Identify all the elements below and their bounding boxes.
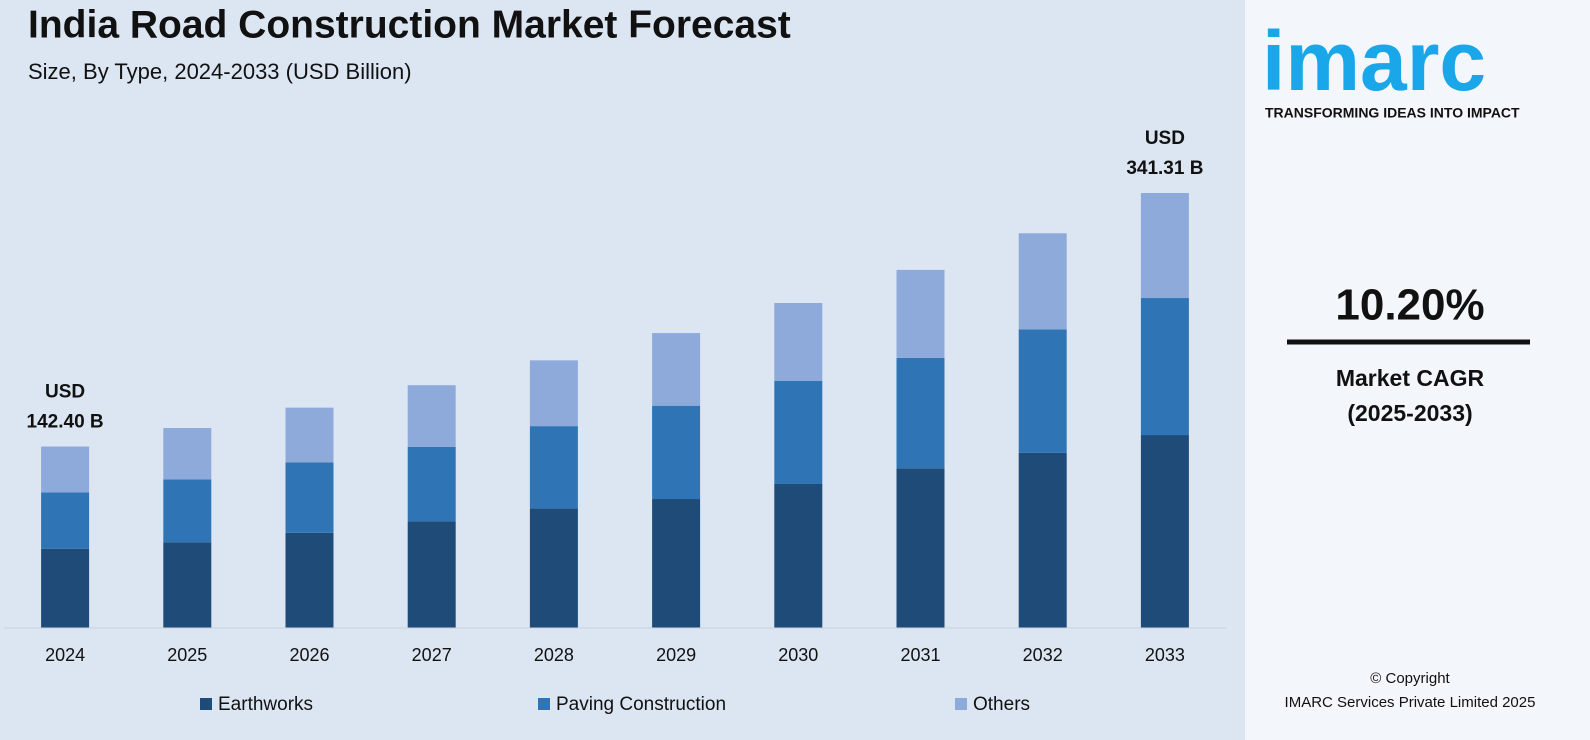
bar-segment	[41, 492, 90, 549]
bar-segment	[163, 428, 212, 480]
x-tick-label: 2026	[289, 645, 329, 665]
bar-segment	[285, 407, 334, 463]
cagr-period: (2025-2033)	[1347, 400, 1472, 426]
bar-segment	[1140, 435, 1189, 628]
cagr-label: Market CAGR	[1336, 365, 1485, 391]
bar-segment	[896, 468, 945, 628]
legend-swatch	[538, 698, 550, 710]
bar-segment	[896, 269, 945, 358]
bar-segment	[529, 426, 578, 509]
x-tick-label: 2031	[900, 645, 940, 665]
bar-segment	[652, 405, 701, 500]
bar-segment	[652, 499, 701, 628]
tagline: TRANSFORMING IDEAS INTO IMPACT	[1265, 105, 1520, 121]
bar-segment	[774, 483, 823, 628]
bar-segment	[163, 479, 212, 543]
bar-segment	[407, 385, 456, 447]
bar-segment	[407, 521, 456, 628]
bar-segment	[41, 548, 90, 628]
legend-swatch	[955, 698, 967, 710]
copyright: © Copyright	[1370, 670, 1450, 687]
bar-segment	[1018, 233, 1067, 330]
x-tick-label: 2033	[1145, 645, 1185, 665]
bar-segment	[285, 532, 334, 628]
bar-segment	[285, 462, 334, 533]
x-tick-label: 2032	[1023, 645, 1063, 665]
total-label: USD	[1145, 128, 1185, 149]
total-label: USD	[45, 382, 85, 403]
cagr-value: 10.20%	[1335, 281, 1484, 330]
bar-segment	[652, 333, 701, 406]
legend-label: Others	[973, 694, 1030, 715]
total-label: 142.40 B	[27, 412, 104, 433]
chart-title: India Road Construction Market Forecast	[28, 3, 791, 46]
x-tick-label: 2027	[412, 645, 452, 665]
x-tick-label: 2030	[778, 645, 818, 665]
legend-label: Paving Construction	[556, 694, 726, 715]
bar-segment	[1140, 193, 1189, 299]
bar-segment	[1018, 329, 1067, 453]
x-tick-label: 2029	[656, 645, 696, 665]
bar-segment	[774, 380, 823, 484]
bar-segment	[774, 303, 823, 381]
chart-subtitle: Size, By Type, 2024-2033 (USD Billion)	[28, 59, 412, 84]
bar-segment	[1018, 452, 1067, 628]
company: IMARC Services Private Limited 2025	[1285, 694, 1536, 711]
bar-segment	[41, 446, 90, 493]
bar-segment	[1140, 298, 1189, 436]
bar-segment	[529, 360, 578, 427]
bar-segment	[163, 542, 212, 628]
logo: imarc	[1262, 14, 1486, 108]
side-panel	[1245, 0, 1590, 740]
x-tick-label: 2025	[167, 645, 207, 665]
bar-segment	[407, 446, 456, 522]
total-label: 341.31 B	[1126, 158, 1203, 179]
x-tick-label: 2028	[534, 645, 574, 665]
bar-segment	[529, 508, 578, 628]
legend-swatch	[200, 698, 212, 710]
bar-segment	[896, 357, 945, 469]
x-tick-label: 2024	[45, 645, 85, 665]
legend-label: Earthworks	[218, 694, 313, 715]
